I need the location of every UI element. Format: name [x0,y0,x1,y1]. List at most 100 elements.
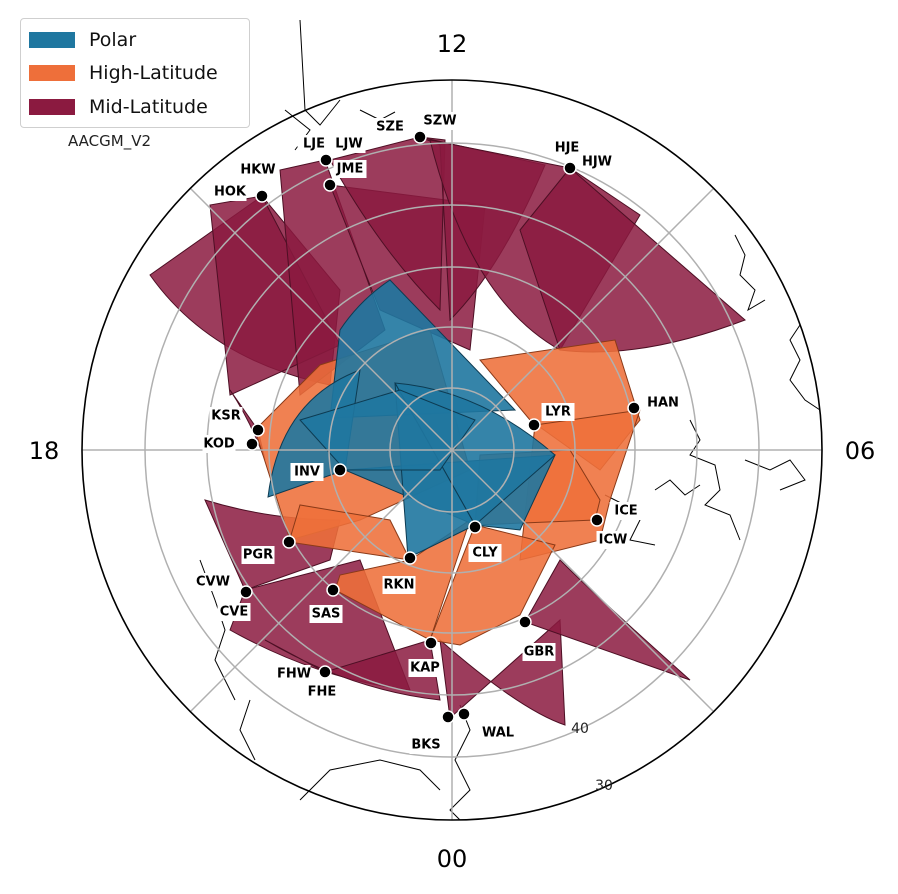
legend-swatch-mid-latitude [29,99,75,115]
latitude-longitude-grid [82,80,822,820]
station-marker [457,707,471,721]
station-label-bg [202,435,236,453]
station-label-bg [609,502,643,520]
coastline [299,19,341,126]
station-label-ksr: KSR [211,409,240,424]
legend-label-mid-latitude: Mid-Latitude [89,96,208,118]
latitude-label-30: 30 [595,778,613,794]
map-boundary [81,79,823,821]
station-label-fhw: FHW [277,667,311,682]
station-label-bg [209,407,243,425]
station-label-wal: WAL [482,726,514,741]
station-marker [333,463,347,477]
station-label-bg [481,724,515,742]
station-label-bg [550,139,584,157]
station-marker [245,437,259,451]
station-label-bg [468,544,502,562]
station-label-fhe: FHE [308,685,337,700]
coastline [654,479,701,496]
station-marker [318,665,332,679]
station-label-bg [409,736,443,754]
station-label-sze: SZE [376,120,404,135]
station-marker [403,551,417,565]
coastline [449,704,471,821]
station-label-ljw: LJW [335,137,362,152]
station-label-hok: HOK [214,185,247,200]
coastline [239,699,256,761]
station-label-kod: KOD [203,437,235,452]
station-label-sas: SAS [312,607,341,622]
station-label-bg [305,683,339,701]
station-label-bg [541,403,575,421]
fov-mid-latitude [519,167,746,353]
station-label-jme: JME [336,162,364,177]
legend-swatch-polar [29,32,75,48]
station-marker [518,615,532,629]
meridian-line [451,187,715,451]
station-label-bks: BKS [411,738,440,753]
station-label-bg [309,605,343,623]
station-label-bg [277,665,311,683]
station-marker [326,583,340,597]
station-label-rkn: RKN [384,578,415,593]
station-label-bg [332,135,366,153]
station-label-han: HAN [647,396,679,411]
legend-item-high-latitude: High-Latitude [29,62,218,84]
station-marker [251,423,265,437]
fov-mid-latitude [264,639,441,701]
station-label-bg [290,463,324,481]
station-label-pgr: PGR [243,548,273,563]
station-label-ice: ICE [614,504,637,519]
station-label-cvw: CVW [196,575,230,590]
coastline [744,459,806,491]
legend-label-high-latitude: High-Latitude [89,62,218,84]
station-label-bg [423,112,457,130]
station-label-hje: HJE [555,141,580,156]
station-label-lyr: LYR [545,405,571,420]
mlt-label-right: 06 [845,437,876,465]
coastline [689,419,741,541]
station-label-bg [522,643,556,661]
coastline [299,759,441,801]
mlt-label-bottom: 00 [437,845,468,873]
fov-polar [329,279,517,419]
meridian-line [189,449,453,713]
station-marker [627,401,641,415]
legend: Polar High-Latitude Mid-Latitude [20,18,250,128]
station-label-hjw: HJW [582,155,612,170]
station-label-bg [213,183,247,201]
legend-item-mid-latitude: Mid-Latitude [29,96,208,118]
station-label-bg [297,135,331,153]
station-marker [563,161,577,175]
station-marker [590,513,604,527]
station-label-bg [580,153,614,171]
station-label-cly: CLY [472,546,498,561]
station-label-bg [241,161,275,179]
fov-high-latitude [288,504,411,561]
station-label-bg [217,603,251,621]
station-label-bg [408,659,442,677]
station-marker [282,535,296,549]
station-marker [323,178,337,192]
latitude-label-40: 40 [571,721,589,737]
station-marker [413,130,427,144]
station-label-bg [382,576,416,594]
station-label-icw: ICW [599,533,628,548]
station-marker [527,418,541,432]
station-marker [441,710,455,724]
station-label-szw: SZW [423,114,456,129]
fov-high-latitude [429,524,556,646]
station-label-inv: INV [294,465,320,480]
mlt-label-top: 12 [437,30,468,58]
station-label-cve: CVE [220,605,248,620]
meridian-line [189,187,453,451]
legend-swatch-high-latitude [29,65,75,81]
station-label-bg [646,394,680,412]
station-label-bg [373,118,407,136]
station-label-bg [333,160,367,178]
station-marker [424,636,438,650]
station-label-bg [596,531,630,549]
station-label-bg [196,573,230,591]
